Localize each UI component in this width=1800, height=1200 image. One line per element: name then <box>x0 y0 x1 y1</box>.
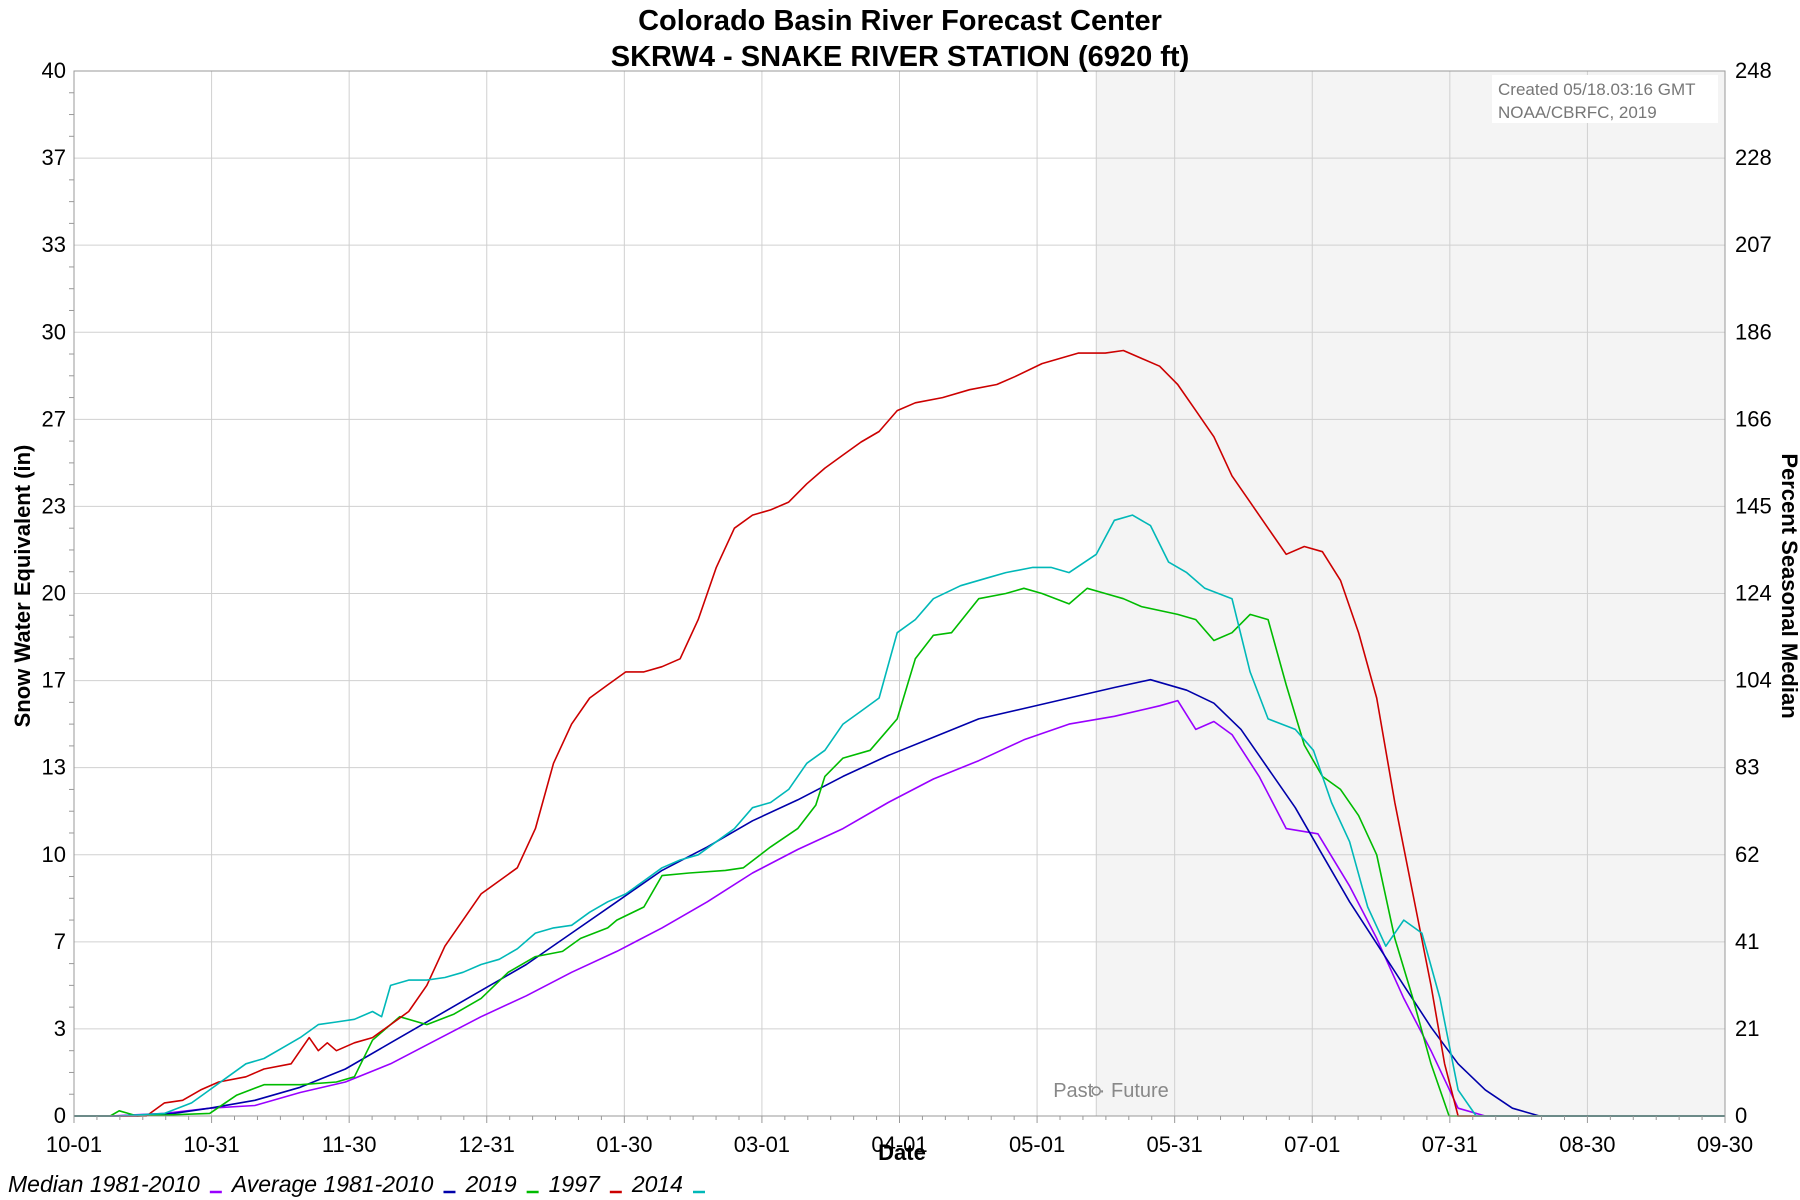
legend: Median 1981-2010 Average 1981-2010 2019 199… <box>8 1171 705 1197</box>
y-tick-label: 20 <box>42 581 66 606</box>
y2-tick-label: 0 <box>1735 1103 1747 1128</box>
y2-tick-label: 186 <box>1735 319 1772 344</box>
x-tick-label: 09-30 <box>1697 1132 1753 1157</box>
created-note-line1: Created 05/18.03:16 GMT <box>1498 80 1696 99</box>
y-tick-label: 27 <box>42 406 66 431</box>
series-lines <box>74 349 1725 1117</box>
x-tick-label: 01-30 <box>596 1132 652 1157</box>
y2-axis-label: Percent Seasonal Median <box>1777 453 1800 718</box>
legend-label: 2014 <box>631 1171 683 1197</box>
legend-label: Median 1981-2010 <box>8 1171 200 1197</box>
legend-label: Average 1981-2010 <box>230 1171 434 1197</box>
y-tick-label: 40 <box>42 58 66 83</box>
y-axis-label: Snow Water Equivalent (in) <box>10 445 35 728</box>
x-tick-label: 03-01 <box>734 1132 790 1157</box>
x-tick-label: 12-31 <box>459 1132 515 1157</box>
y2-tick-label: 83 <box>1735 755 1759 780</box>
x-tick-label: 05-31 <box>1147 1132 1203 1157</box>
y-tick-label: 23 <box>42 493 66 518</box>
legend-label: 1997 <box>549 1171 601 1197</box>
x-tick-label: 07-31 <box>1422 1132 1478 1157</box>
created-note-box <box>1492 75 1718 123</box>
created-note-line2: NOAA/CBRFC, 2019 <box>1498 103 1657 122</box>
series-line-2014 <box>74 514 1725 1117</box>
current-date-marker <box>1091 1086 1102 1096</box>
y-tick-label: 13 <box>42 755 66 780</box>
y2-tick-label: 248 <box>1735 58 1772 83</box>
x-axis-label: Date <box>878 1140 926 1165</box>
past-future-label: Past · Future <box>1053 1080 1169 1102</box>
legend-label: 2019 <box>464 1171 516 1197</box>
series-line-average-1981-2010 <box>74 678 1725 1117</box>
x-tick-label: 10-31 <box>183 1132 239 1157</box>
y-tick-label: 0 <box>54 1103 66 1128</box>
x-axis-ticks: 10-01 10-31 11-30 12-31 01-30 03-01 04-01 05-01… <box>46 1116 1753 1157</box>
x-tick-label: 10-01 <box>46 1132 102 1157</box>
x-tick-label: 05-01 <box>1009 1132 1065 1157</box>
chart-subtitle: SKRW4 - SNAKE RIVER STATION (6920 ft) <box>611 41 1189 73</box>
series-line-1997 <box>74 349 1725 1117</box>
series-line-median-1981-2010 <box>74 699 1725 1117</box>
y2-tick-label: 207 <box>1735 232 1772 257</box>
y2-tick-label: 228 <box>1735 145 1772 170</box>
y2-tick-label: 145 <box>1735 493 1772 518</box>
y-tick-label: 33 <box>42 232 66 257</box>
y2-tick-label: 166 <box>1735 406 1772 431</box>
chart-title: Colorado Basin River Forecast Center <box>638 5 1162 37</box>
x-tick-label: 11-30 <box>322 1132 377 1157</box>
y-tick-label: 3 <box>54 1016 66 1041</box>
y2-tick-label: 62 <box>1735 842 1759 867</box>
y2-tick-label: 41 <box>1735 929 1759 954</box>
series-line-2019 <box>74 587 1725 1117</box>
y-tick-label: 17 <box>42 668 66 693</box>
x-tick-label: 04-01 <box>871 1132 927 1157</box>
x-tick-label: 08-30 <box>1559 1132 1615 1157</box>
y2-tick-label: 104 <box>1735 668 1772 693</box>
y-tick-label: 30 <box>42 319 66 344</box>
y-tick-label: 7 <box>54 929 66 954</box>
y2-tick-label: 124 <box>1735 581 1772 606</box>
y2-tick-label: 21 <box>1735 1016 1759 1041</box>
x-tick-label: 07-01 <box>1284 1132 1340 1157</box>
y-tick-label: 10 <box>42 842 66 867</box>
y-tick-label: 37 <box>42 145 66 170</box>
y2-axis-ticks: 0 21 41 62 83 104 124 145 166 186 207 228 248 <box>1735 58 1772 1128</box>
